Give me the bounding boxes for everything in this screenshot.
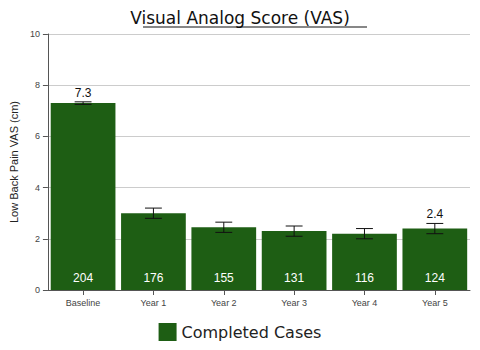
svg-text:Year 1: Year 1	[141, 298, 167, 308]
svg-text:10: 10	[30, 29, 40, 39]
svg-text:124: 124	[425, 271, 445, 285]
svg-text:2: 2	[35, 234, 40, 244]
svg-text:204: 204	[73, 271, 93, 285]
svg-text:6: 6	[35, 131, 40, 141]
svg-text:Year 5: Year 5	[422, 298, 448, 308]
svg-text:Visual Analog Score (VAS): Visual Analog Score (VAS)	[130, 8, 350, 28]
svg-text:Year 4: Year 4	[352, 298, 378, 308]
svg-text:131: 131	[284, 271, 304, 285]
svg-text:8: 8	[35, 80, 40, 90]
svg-text:176: 176	[143, 271, 163, 285]
svg-text:7.3: 7.3	[75, 86, 92, 100]
svg-text:Year 3: Year 3	[281, 298, 307, 308]
svg-text:0: 0	[35, 285, 40, 295]
svg-text:116: 116	[355, 271, 374, 285]
svg-text:Low Back Pain VAS (cm): Low Back Pain VAS (cm)	[8, 101, 20, 223]
svg-text:2.4: 2.4	[426, 207, 443, 221]
svg-text:4: 4	[35, 183, 40, 193]
svg-text:Year 2: Year 2	[211, 298, 237, 308]
svg-text:Completed Cases: Completed Cases	[182, 323, 322, 342]
svg-text:155: 155	[214, 271, 234, 285]
svg-text:Baseline: Baseline	[66, 298, 101, 308]
